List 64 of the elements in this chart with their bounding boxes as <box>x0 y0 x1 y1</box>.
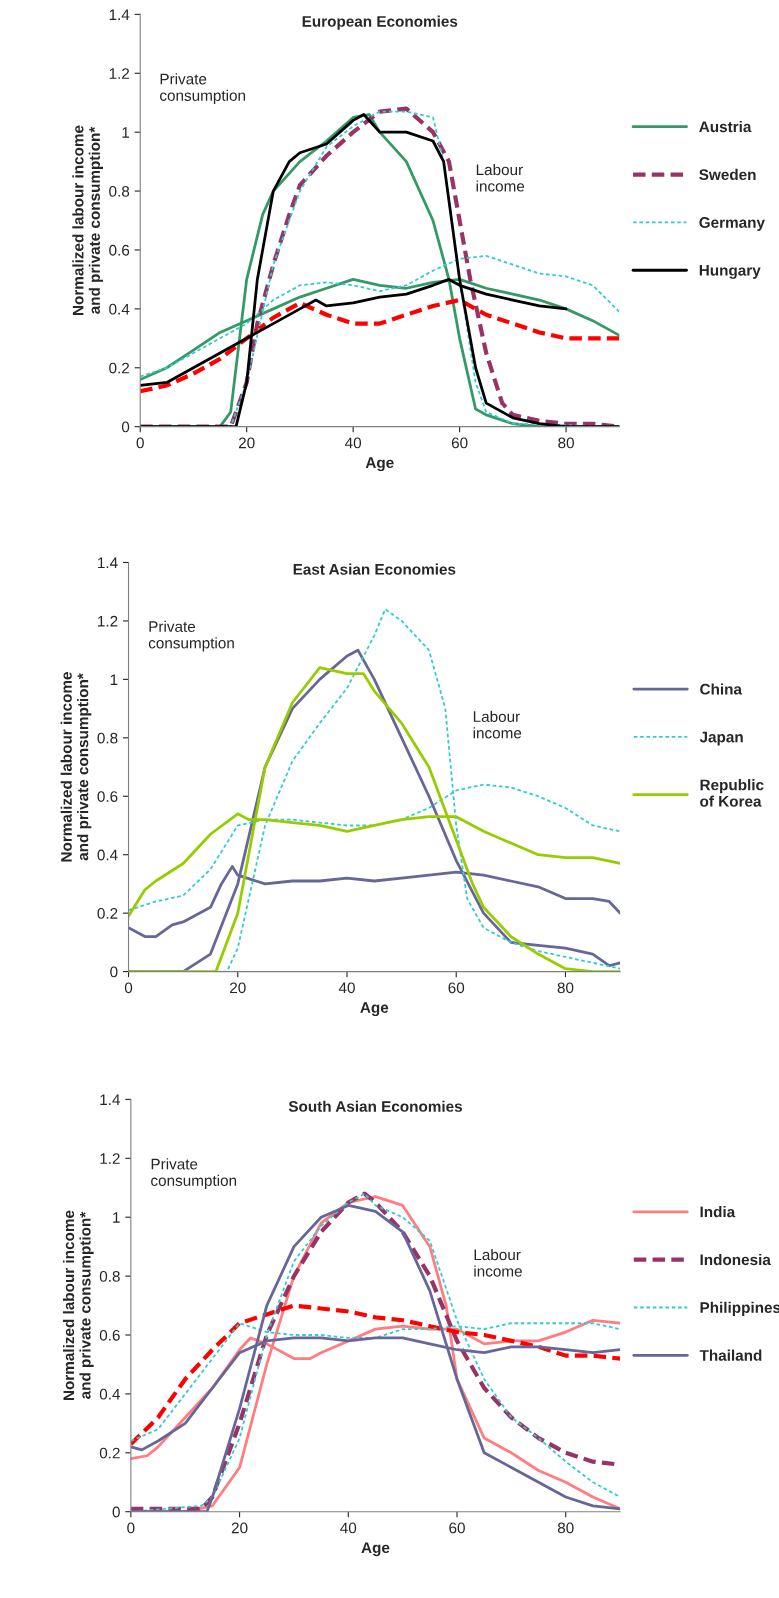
x-tick-label: 60 <box>448 982 465 994</box>
x-tick-label: 60 <box>451 437 468 449</box>
annotation: Private consumption <box>160 73 246 104</box>
line-series <box>130 1303 621 1447</box>
x-tick-label: 40 <box>338 982 355 994</box>
legend-label: Japan <box>699 731 743 746</box>
y-tick-label: 0.8 <box>99 1270 120 1282</box>
x-tick-label: 80 <box>558 437 574 449</box>
y-tick-label: 0.4 <box>109 303 130 315</box>
legend-label: India <box>700 1206 736 1218</box>
chart-title: East Asian Economies <box>293 563 456 575</box>
x-tick-label: 80 <box>557 982 574 994</box>
legend-label: Indonesia <box>700 1253 771 1266</box>
legend-label: Thailand <box>699 1349 762 1361</box>
y-tick-label: 0.8 <box>97 732 118 744</box>
y-tick-label: 1.2 <box>98 615 118 627</box>
legend-label: Hungary <box>699 265 761 279</box>
annotation: Labour income <box>476 163 525 192</box>
x-tick-label: 40 <box>345 437 362 449</box>
legend-label: Germany <box>699 217 765 231</box>
annotation: Labour income <box>474 1248 522 1277</box>
y-tick-label: 1.2 <box>109 68 130 79</box>
legend-label: China <box>700 683 743 695</box>
x-tick-label: 20 <box>238 437 255 449</box>
x-axis-title: Age <box>360 1002 389 1017</box>
y-tick-label: 1.4 <box>100 1094 121 1105</box>
x-tick-label: 20 <box>231 1522 248 1534</box>
y-tick-label: 0.6 <box>97 791 118 802</box>
legend-label: Republic of Korea <box>700 779 764 807</box>
x-tick-label: 0 <box>136 437 144 449</box>
annotation: Labour income <box>473 710 522 739</box>
y-tick-label: 0.2 <box>97 908 118 919</box>
x-tick-label: 60 <box>449 1522 465 1534</box>
chart-title: European Economies <box>302 15 458 30</box>
y-axis-title: Normalized labour income and private consumption* <box>62 1210 94 1401</box>
legend-label: Austria <box>699 120 752 133</box>
x-tick-label: 80 <box>557 1522 574 1534</box>
y-axis-title: Normalized labour income and private consumption* <box>60 672 92 862</box>
x-axis-title: Age <box>361 1542 390 1557</box>
y-tick-label: 1 <box>113 1212 120 1223</box>
y-tick-label: 1.4 <box>109 9 130 20</box>
chart-title: South Asian Economies <box>288 1100 463 1112</box>
y-tick-label: 0.8 <box>109 185 130 197</box>
y-tick-label: 1 <box>110 674 118 685</box>
line-series <box>140 297 620 394</box>
y-tick-label: 0.2 <box>109 362 130 374</box>
y-axis-title: Normalized labour income and private consumption* <box>72 125 104 315</box>
y-tick-label: 0 <box>110 966 118 978</box>
y-tick-label: 0 <box>112 1506 120 1518</box>
y-tick-label: 0.6 <box>109 244 130 256</box>
legend-label: Sweden <box>699 168 756 181</box>
x-tick-label: 40 <box>340 1522 357 1534</box>
annotation: Private consumption <box>148 620 234 652</box>
y-tick-label: 0.6 <box>99 1329 120 1341</box>
x-tick-label: 20 <box>230 982 246 994</box>
y-tick-label: 0 <box>121 421 130 433</box>
y-tick-label: 1 <box>122 127 130 138</box>
annotation: Private consumption <box>151 1158 237 1189</box>
y-tick-label: 1.2 <box>100 1153 120 1164</box>
y-tick-label: 0.4 <box>99 1388 121 1400</box>
x-axis-title: Age <box>365 457 394 472</box>
y-tick-label: 1.4 <box>98 557 118 569</box>
y-tick-label: 0.2 <box>99 1447 120 1459</box>
y-tick-label: 0.4 <box>97 849 118 861</box>
